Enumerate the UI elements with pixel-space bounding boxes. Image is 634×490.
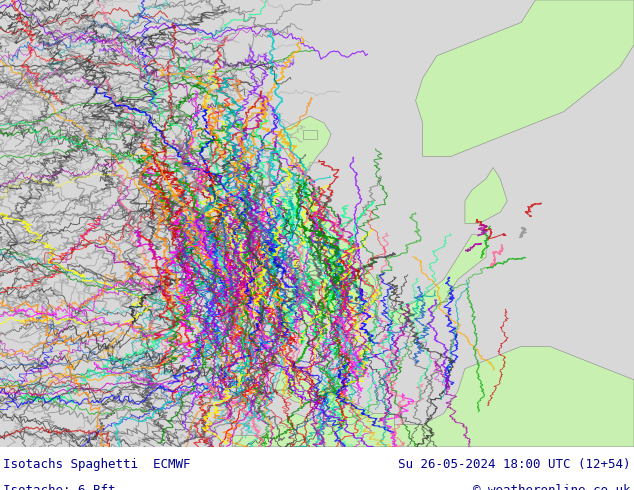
Polygon shape: [465, 168, 507, 223]
Polygon shape: [272, 116, 378, 338]
Polygon shape: [233, 414, 394, 447]
Text: Su 26-05-2024 18:00 UTC (12+54): Su 26-05-2024 18:00 UTC (12+54): [398, 458, 631, 471]
Polygon shape: [416, 0, 634, 156]
Polygon shape: [281, 368, 331, 402]
Text: Isotachs Spaghetti  ECMWF: Isotachs Spaghetti ECMWF: [3, 458, 191, 471]
Text: © weatheronline.co.uk: © weatheronline.co.uk: [474, 484, 631, 490]
Polygon shape: [303, 129, 317, 139]
Polygon shape: [204, 219, 268, 304]
Polygon shape: [275, 346, 634, 447]
Polygon shape: [380, 235, 486, 324]
Text: Isotache: 6 Bft: Isotache: 6 Bft: [3, 484, 115, 490]
